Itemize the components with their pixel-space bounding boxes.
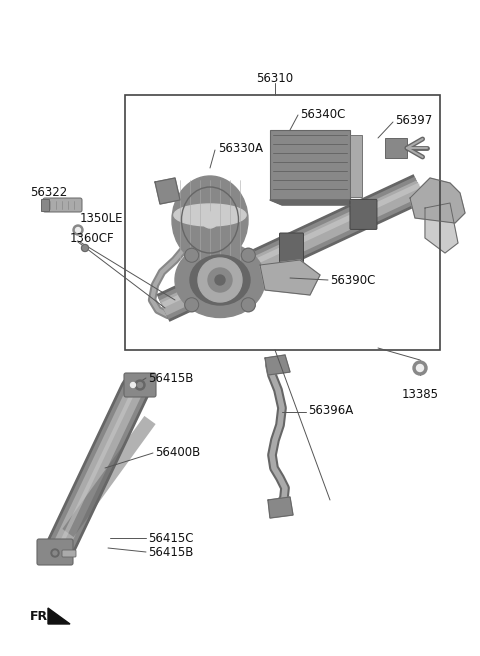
- Text: 13385: 13385: [401, 388, 439, 401]
- FancyBboxPatch shape: [199, 269, 229, 299]
- FancyBboxPatch shape: [279, 233, 303, 263]
- Circle shape: [185, 248, 199, 262]
- Polygon shape: [155, 178, 180, 204]
- Circle shape: [185, 298, 199, 312]
- Polygon shape: [270, 200, 362, 205]
- Text: 56340C: 56340C: [300, 108, 346, 121]
- Circle shape: [53, 551, 57, 555]
- Bar: [270, 130, 350, 200]
- Circle shape: [215, 275, 225, 285]
- Text: FR.: FR.: [30, 611, 53, 623]
- Circle shape: [75, 228, 81, 232]
- Circle shape: [202, 212, 218, 228]
- Text: 1350LE: 1350LE: [80, 211, 123, 224]
- Circle shape: [128, 380, 138, 390]
- Ellipse shape: [172, 176, 248, 264]
- Circle shape: [417, 365, 423, 371]
- FancyBboxPatch shape: [43, 198, 82, 212]
- Bar: [125, 95, 440, 350]
- Text: 56415B: 56415B: [148, 546, 193, 558]
- Circle shape: [198, 258, 242, 302]
- Polygon shape: [425, 203, 458, 253]
- Circle shape: [413, 361, 427, 375]
- Polygon shape: [410, 178, 465, 223]
- Text: 56400B: 56400B: [155, 447, 200, 459]
- Circle shape: [131, 382, 135, 388]
- Text: 56415B: 56415B: [148, 371, 193, 384]
- Ellipse shape: [175, 243, 265, 318]
- Polygon shape: [48, 608, 70, 624]
- FancyBboxPatch shape: [124, 373, 156, 397]
- Polygon shape: [268, 497, 293, 518]
- Text: 56330A: 56330A: [218, 142, 263, 155]
- Ellipse shape: [174, 204, 246, 226]
- Text: 56310: 56310: [256, 72, 294, 85]
- FancyBboxPatch shape: [350, 199, 377, 230]
- Ellipse shape: [190, 255, 250, 305]
- Bar: [350, 135, 362, 197]
- Bar: [385, 138, 407, 158]
- Circle shape: [208, 268, 232, 292]
- Circle shape: [82, 245, 88, 251]
- Text: 56396A: 56396A: [308, 403, 353, 417]
- Circle shape: [241, 248, 255, 262]
- Text: 56390C: 56390C: [330, 274, 375, 287]
- Text: 1360CF: 1360CF: [70, 232, 115, 245]
- Text: 56415C: 56415C: [148, 531, 193, 544]
- FancyBboxPatch shape: [37, 539, 73, 565]
- Circle shape: [137, 382, 143, 388]
- Polygon shape: [260, 260, 320, 295]
- Circle shape: [73, 225, 83, 235]
- Polygon shape: [265, 355, 290, 375]
- Circle shape: [241, 298, 255, 312]
- Text: 56397: 56397: [395, 113, 432, 127]
- Bar: [41, 199, 49, 211]
- Circle shape: [51, 549, 59, 557]
- Text: 56322: 56322: [30, 186, 67, 199]
- Circle shape: [135, 380, 145, 390]
- FancyBboxPatch shape: [62, 550, 76, 557]
